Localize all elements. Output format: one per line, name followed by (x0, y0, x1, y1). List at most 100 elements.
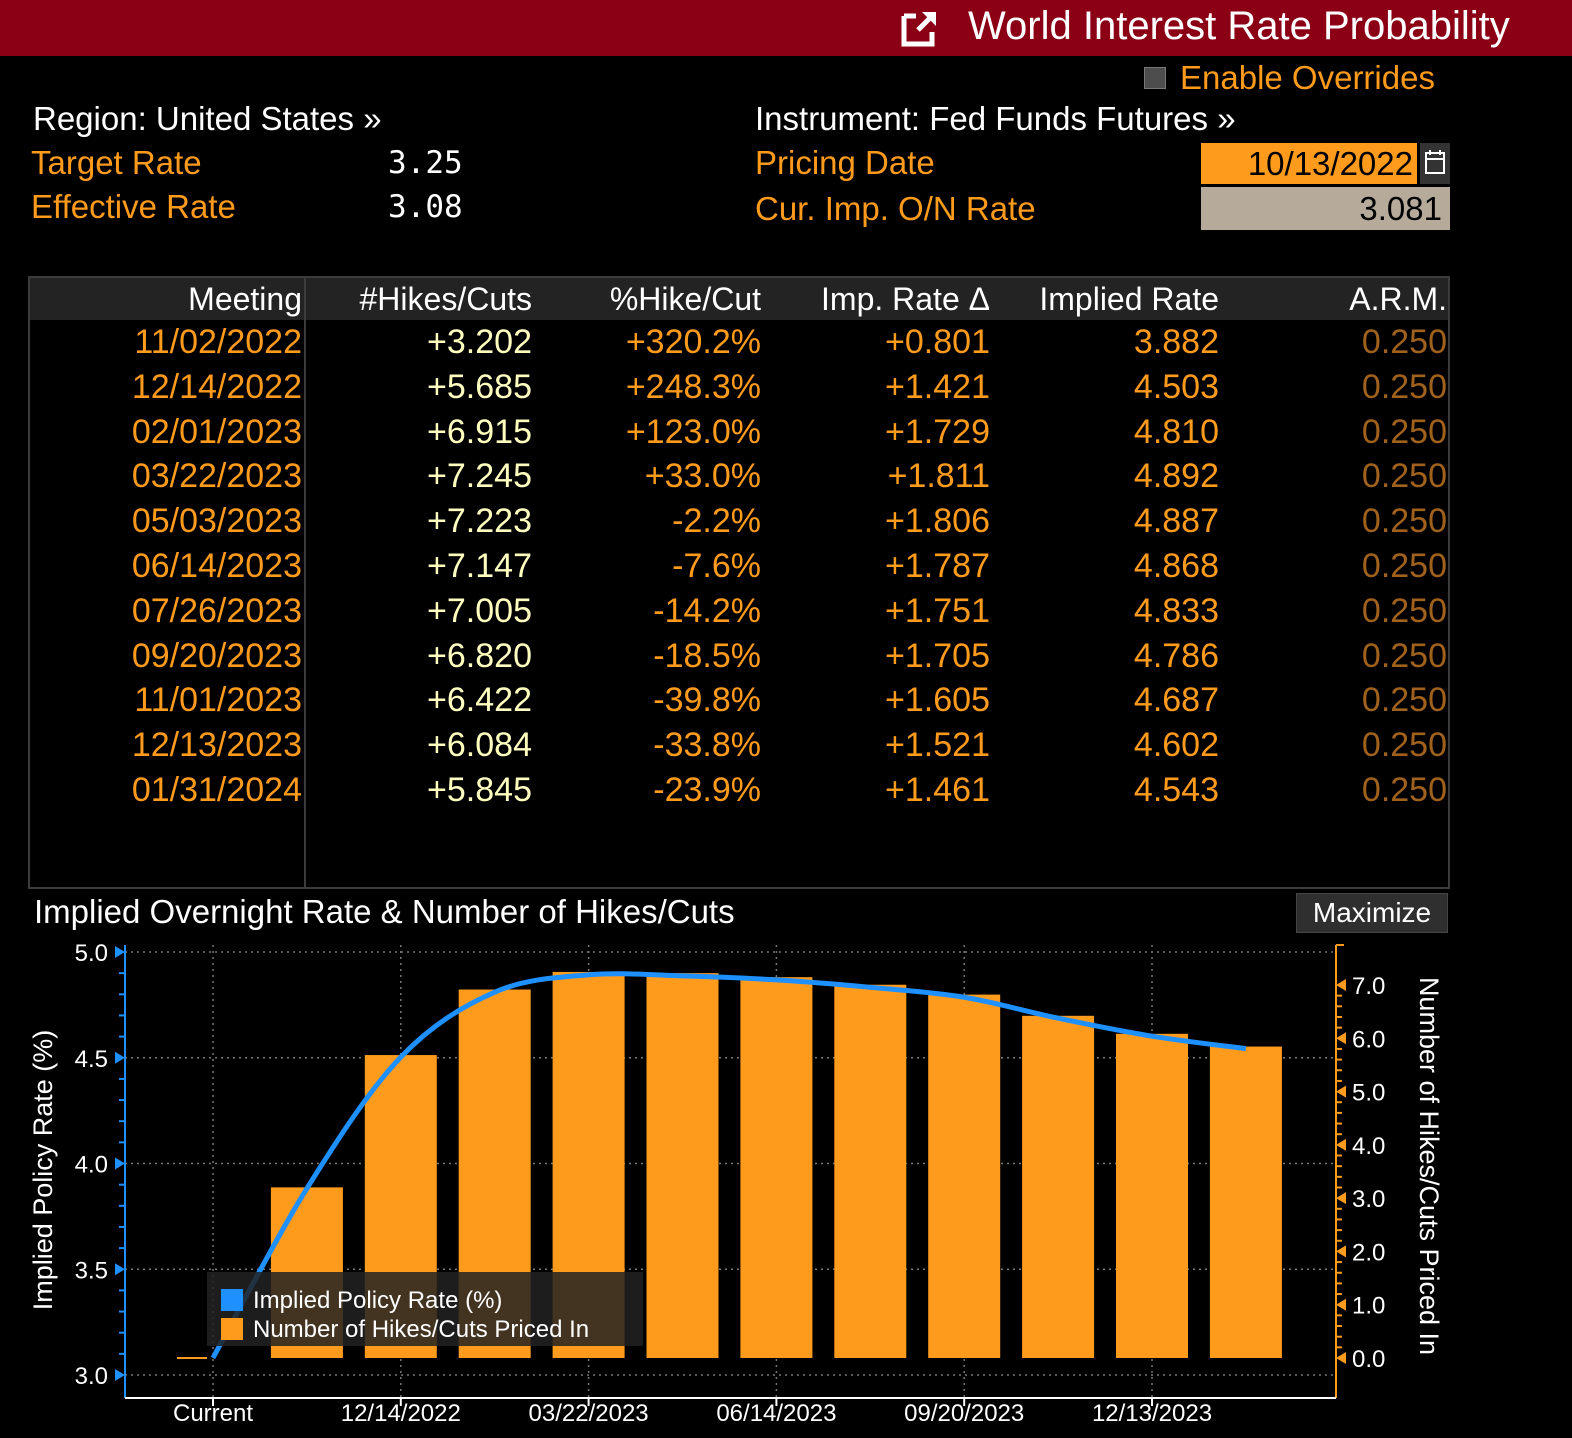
region-selector[interactable]: Region: United States » (33, 100, 382, 137)
cell-pct: +248.3% (625, 367, 761, 406)
overrides-checkbox[interactable] (1144, 67, 1166, 89)
right-tick (1336, 1352, 1346, 1364)
table-row[interactable]: 03/22/2023 +7.245 +33.0% +1.811 4.892 0.250 (30, 454, 1448, 499)
left-tick-label: 4.0 (75, 1152, 108, 1179)
table-row[interactable]: 02/01/2023 +6.915 +123.0% +1.729 4.810 0.250 (30, 410, 1448, 455)
cell-imp-delta: +1.811 (887, 457, 990, 496)
cell-hikes: +7.005 (427, 591, 532, 630)
right-axis-label: Number of Hikes/Cuts Priced In (1414, 977, 1444, 1355)
cell-arm: 0.250 (1361, 771, 1447, 809)
cell-imp-delta: +1.461 (885, 771, 990, 809)
right-tick (1336, 1085, 1346, 1098)
cell-arm: 0.250 (1361, 547, 1447, 585)
bar-hikes (1022, 1015, 1095, 1358)
cell-implied-rate: 4.786 (1133, 636, 1219, 675)
table-row[interactable]: 06/14/2023 +7.147 -7.6% +1.787 4.868 0.250 (30, 544, 1448, 589)
x-tick-label: 06/14/2023 (716, 1400, 836, 1427)
cell-implied-rate: 4.892 (1133, 457, 1219, 496)
table-row[interactable]: 05/03/2023 +7.223 -2.2% +1.806 4.887 0.250 (30, 499, 1448, 544)
col-header-hikes[interactable]: #Hikes/Cuts (359, 281, 533, 317)
cell-imp-delta: +1.729 (885, 412, 990, 451)
legend-label: Number of Hikes/Cuts Priced In (253, 1316, 589, 1343)
table-row[interactable]: 11/01/2023 +6.422 -39.8% +1.605 4.687 0.250 (30, 678, 1448, 723)
cell-implied-rate: 4.687 (1133, 681, 1219, 720)
maximize-button[interactable]: Maximize (1296, 893, 1448, 933)
cell-arm: 0.250 (1361, 367, 1447, 406)
right-tick-label: 4.0 (1352, 1133, 1385, 1160)
col-header-implied-rate[interactable]: Implied Rate (1039, 281, 1219, 317)
right-tick-label: 5.0 (1352, 1080, 1385, 1107)
cell-pct: +33.0% (644, 457, 761, 496)
cell-imp-delta: +1.605 (885, 681, 990, 720)
pricing-date-input[interactable]: 10/13/2022 (1201, 143, 1417, 184)
left-tick (115, 1369, 125, 1381)
cell-meeting: 03/22/2023 (131, 457, 302, 496)
cell-arm: 0.250 (1361, 323, 1447, 361)
cell-meeting: 11/01/2023 (134, 681, 302, 720)
col-header-arm[interactable]: A.R.M. (1349, 281, 1447, 317)
target-rate-value: 3.25 (388, 145, 463, 181)
overnight-rate-label: Cur. Imp. O/N Rate (755, 190, 1036, 227)
enable-overrides-toggle[interactable]: Enable Overrides (1144, 58, 1435, 98)
x-tick-label: 12/14/2022 (341, 1400, 461, 1427)
table-row[interactable]: 07/26/2023 +7.005 -14.2% +1.751 4.833 0.250 (30, 589, 1448, 634)
cell-imp-delta: +1.705 (885, 636, 990, 675)
right-tick (1336, 1138, 1346, 1151)
cell-imp-delta: +1.421 (885, 367, 990, 406)
effective-rate-label: Effective Rate (31, 188, 236, 225)
bar-hikes (834, 984, 907, 1358)
left-tick (115, 1263, 125, 1276)
table-row[interactable]: 09/20/2023 +6.820 -18.5% +1.705 4.786 0.250 (30, 634, 1448, 679)
cell-implied-rate: 4.503 (1133, 367, 1219, 406)
legend-label: Implied Policy Rate (%) (253, 1287, 502, 1314)
legend-box (207, 1272, 643, 1346)
cell-implied-rate: 3.882 (1133, 323, 1219, 361)
right-tick-label: 1.0 (1352, 1293, 1385, 1320)
cell-hikes: +7.223 (427, 502, 532, 541)
bar-hikes (1209, 1046, 1282, 1358)
title-bar: World Interest Rate Probability (0, 0, 1572, 56)
cell-implied-rate: 4.543 (1133, 771, 1219, 809)
table-row[interactable]: 01/31/2024 +5.845 -23.9% +1.461 4.543 0.250 (30, 768, 1448, 813)
calendar-icon[interactable] (1420, 143, 1450, 184)
table-row[interactable]: 12/14/2022 +5.685 +248.3% +1.421 4.503 0.250 (30, 365, 1448, 410)
cell-imp-delta: +0.801 (885, 323, 990, 361)
cell-pct: -18.5% (653, 636, 761, 675)
right-tick-label: 3.0 (1352, 1186, 1385, 1213)
cell-imp-delta: +1.751 (885, 591, 990, 630)
cell-hikes: +7.245 (427, 457, 532, 496)
cell-hikes: +6.820 (427, 636, 532, 675)
col-header-pct[interactable]: %Hike/Cut (609, 281, 761, 317)
cell-implied-rate: 4.810 (1133, 412, 1219, 451)
cell-meeting: 09/20/2023 (131, 636, 302, 675)
cell-pct: -23.9% (653, 771, 761, 809)
table-row[interactable]: 11/02/2022 +3.202 +320.2% +0.801 3.882 0.250 (30, 320, 1448, 365)
pricing-date-label: Pricing Date (755, 144, 935, 181)
left-tick-label: 5.0 (75, 940, 108, 967)
cell-implied-rate: 4.868 (1133, 547, 1219, 585)
cell-hikes: +5.685 (427, 367, 532, 406)
cell-hikes: +6.422 (427, 681, 532, 720)
cell-arm: 0.250 (1361, 636, 1447, 675)
meetings-table: Meeting #Hikes/Cuts %Hike/Cut Imp. Rate … (28, 276, 1450, 889)
cell-pct: -7.6% (672, 547, 761, 585)
launch-icon[interactable] (898, 6, 942, 50)
cell-arm: 0.250 (1361, 726, 1447, 765)
right-tick-label: 0.0 (1352, 1346, 1385, 1373)
x-tick-label: 12/13/2023 (1092, 1400, 1212, 1427)
left-tick (115, 946, 125, 958)
bar-hikes (928, 994, 1001, 1358)
window-title: World Interest Rate Probability (968, 4, 1510, 48)
cell-arm: 0.250 (1361, 457, 1447, 496)
legend-swatch (221, 1318, 243, 1340)
table-row[interactable]: 12/13/2023 +6.084 -33.8% +1.521 4.602 0.250 (30, 723, 1448, 768)
instrument-selector[interactable]: Instrument: Fed Funds Futures » (755, 100, 1236, 137)
col-header-meeting[interactable]: Meeting (188, 281, 302, 317)
overnight-rate-input[interactable]: 3.081 (1201, 187, 1450, 230)
cell-pct: -33.8% (653, 726, 761, 765)
cell-imp-delta: +1.787 (885, 547, 990, 585)
left-tick (115, 1051, 125, 1064)
col-header-imp-delta[interactable]: Imp. Rate Δ (821, 281, 990, 317)
bar-hikes (1116, 1033, 1188, 1358)
cell-hikes: +6.084 (427, 726, 532, 765)
